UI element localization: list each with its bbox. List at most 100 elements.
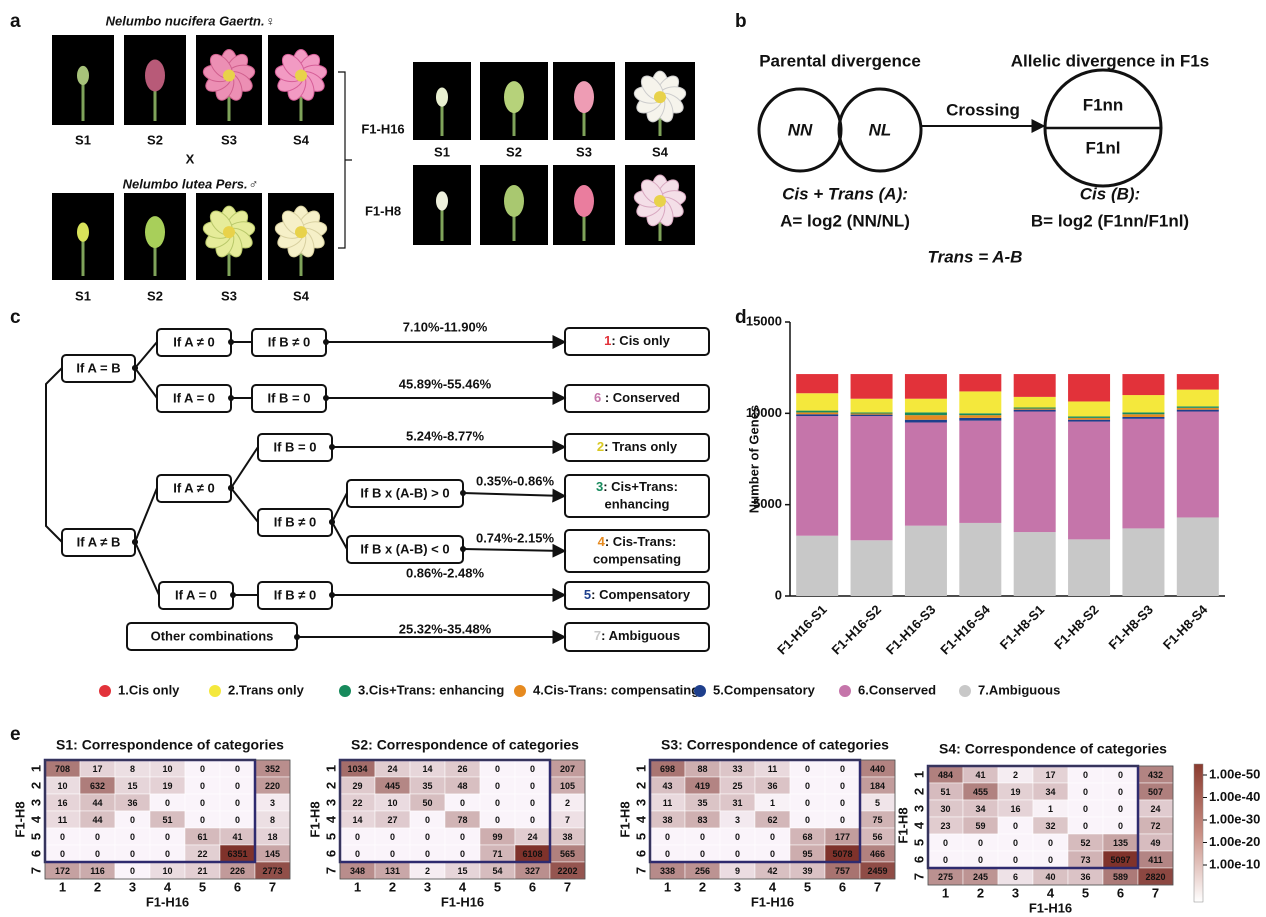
row-label: 2 — [28, 782, 43, 789]
bracket — [338, 71, 352, 249]
col-label: 3 — [424, 879, 431, 894]
percentage: 5.24%-8.77% — [406, 428, 484, 443]
cell-value: 0 — [60, 849, 65, 859]
cell-value: 0 — [770, 832, 775, 842]
condition-label: If B = 0 — [268, 390, 311, 405]
axis-label: F1-H8 — [12, 801, 27, 837]
bar-segment — [850, 413, 893, 415]
colorbar-label: 1.00e-30 — [1209, 811, 1260, 826]
cell-value: 0 — [425, 849, 430, 859]
cell-value: 14 — [422, 764, 432, 774]
cell-value: 0 — [200, 815, 205, 825]
cell-value: 0 — [530, 815, 535, 825]
cell-value: 632 — [90, 781, 105, 791]
connector-dot — [230, 592, 236, 598]
connector — [331, 521, 348, 550]
connector — [45, 367, 63, 543]
cell-value: 22 — [197, 849, 207, 859]
bar-segment — [959, 391, 1002, 414]
row-label: 6 — [633, 850, 648, 857]
cell-value: 44 — [92, 815, 102, 825]
stage-label: S4 — [293, 288, 310, 303]
cell-value: 0 — [1013, 855, 1018, 865]
cell-value: 445 — [385, 781, 400, 791]
colorbar-label: 1.00e-20 — [1209, 834, 1260, 849]
cell-value: 0 — [1083, 804, 1088, 814]
col-label: 1 — [664, 879, 671, 894]
heatmap-title: S2: Correspondence of categories — [351, 737, 579, 753]
cell-value: 1 — [770, 798, 775, 808]
legend-swatch — [694, 685, 706, 697]
connector-dot — [228, 339, 234, 345]
cell-value: 19 — [1010, 787, 1020, 797]
bar-segment — [1068, 374, 1111, 402]
cell-value: 0 — [460, 849, 465, 859]
cell-value: 2 — [1013, 770, 1018, 780]
bar-segment — [796, 412, 839, 415]
cell-value: 131 — [385, 866, 400, 876]
cell-value: 0 — [1048, 838, 1053, 848]
cell-value: 220 — [265, 781, 280, 791]
bud — [436, 87, 448, 107]
node-label: F1nl — [1086, 138, 1121, 157]
cell-value: 15 — [457, 866, 467, 876]
col-label: 3 — [129, 879, 136, 894]
row-label: 7 — [28, 867, 43, 874]
heatmap-title: S3: Correspondence of categories — [661, 737, 889, 753]
cell-value: 1034 — [347, 764, 367, 774]
result-label: enhancing — [604, 496, 669, 511]
species-name: Nelumbo lutea Pers.♂ — [123, 176, 258, 191]
stage-label: S2 — [147, 288, 163, 303]
result-number: 7 — [594, 628, 601, 643]
cell-value: 0 — [735, 849, 740, 859]
cell-value: 105 — [560, 781, 575, 791]
result-text: : Compensatory — [591, 587, 691, 602]
cell-value: 0 — [770, 849, 775, 859]
cell-value: 0 — [840, 798, 845, 808]
result-label: 4: Cis-Trans: — [598, 534, 677, 549]
cell-value: 49 — [1150, 838, 1160, 848]
connector — [134, 367, 158, 399]
bud — [574, 81, 594, 114]
bar-segment — [1122, 395, 1165, 413]
cell-value: 22 — [352, 798, 362, 808]
percentage: 45.89%-55.46% — [399, 376, 492, 391]
cell-value: 0 — [460, 832, 465, 842]
cell-value: 0 — [165, 798, 170, 808]
row-label: 5 — [911, 839, 926, 846]
cell-value: 10 — [162, 866, 172, 876]
cell-value: 41 — [232, 832, 242, 842]
cell-value: 61 — [197, 832, 207, 842]
condition-label: If B = 0 — [274, 439, 317, 454]
connector-dot — [132, 365, 138, 371]
row-label: 2 — [323, 782, 338, 789]
bar-segment — [1013, 411, 1056, 533]
bar-segment — [1176, 389, 1219, 407]
stage-label: S2 — [506, 144, 522, 159]
bar-segment — [904, 374, 947, 399]
cell-value: 27 — [387, 815, 397, 825]
connector-dot — [329, 444, 335, 450]
x-tick-label: F1-H8-S4 — [1160, 601, 1211, 652]
cell-value: 0 — [530, 764, 535, 774]
bud — [504, 185, 524, 217]
cell-value: 172 — [55, 866, 70, 876]
result-label: 5: Compensatory — [584, 587, 691, 602]
condition-label: If B ≠ 0 — [268, 334, 311, 349]
cell-value: 62 — [767, 815, 777, 825]
bar-segment — [1122, 528, 1165, 596]
cell-value: 0 — [460, 798, 465, 808]
bar-segment — [850, 540, 893, 596]
legend-swatch — [959, 685, 971, 697]
bar-segment — [1122, 418, 1165, 529]
cell-value: 23 — [940, 821, 950, 831]
cell-value: 33 — [732, 764, 742, 774]
percentage: 7.10%-11.90% — [403, 319, 488, 334]
col-label: 6 — [529, 879, 536, 894]
cell-value: 39 — [802, 866, 812, 876]
result-text: : Cis-Trans: — [605, 534, 677, 549]
cell-value: 207 — [560, 764, 575, 774]
row-label: 5 — [633, 833, 648, 840]
cell-value: 419 — [695, 781, 710, 791]
bud — [436, 191, 448, 211]
